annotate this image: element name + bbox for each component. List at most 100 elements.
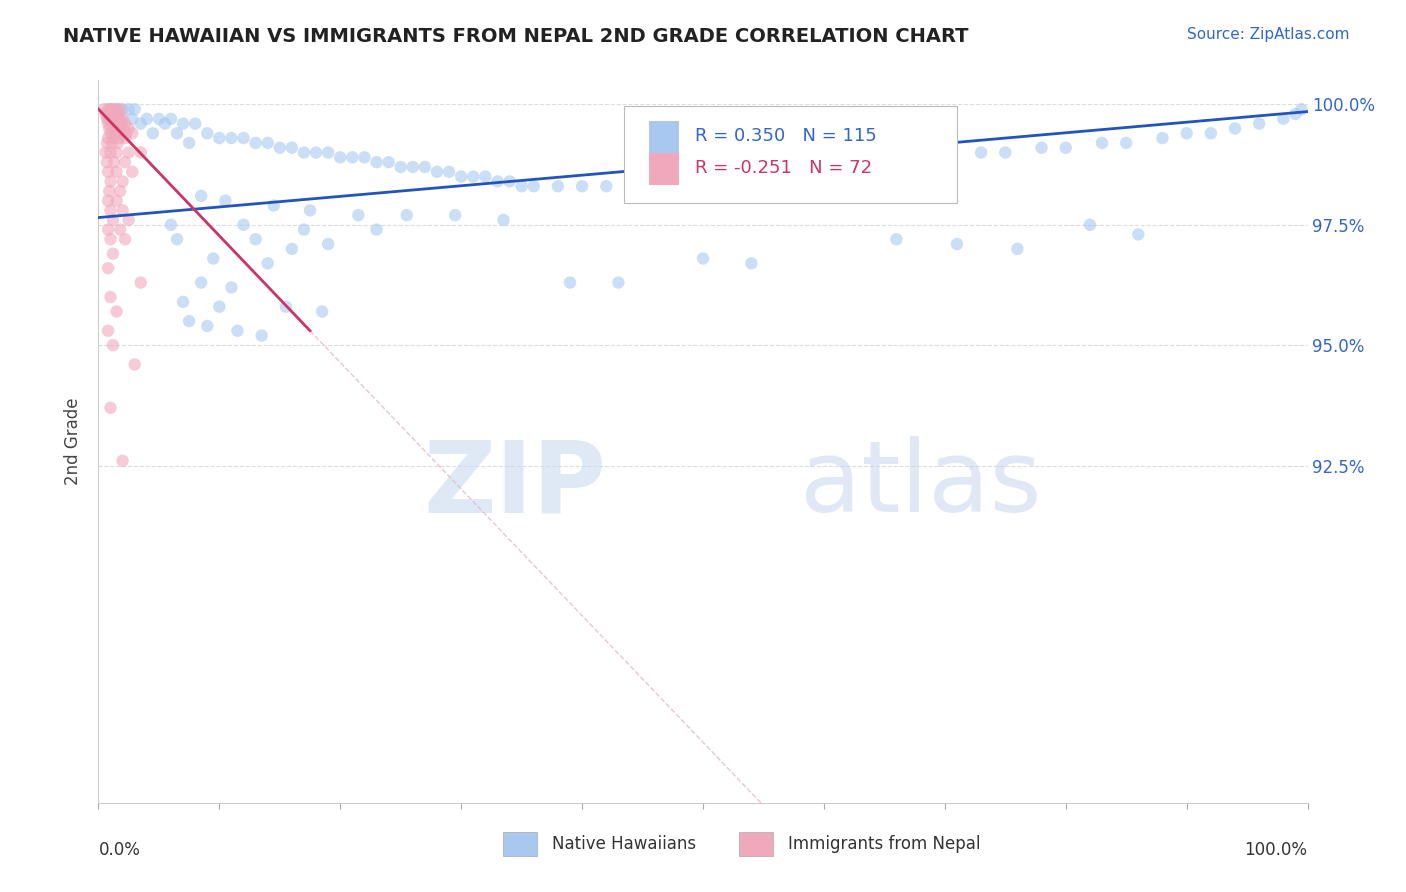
Point bbox=[402, 160, 425, 174]
Point bbox=[245, 136, 267, 150]
Point bbox=[179, 136, 201, 150]
Point bbox=[108, 112, 131, 126]
Point bbox=[619, 174, 641, 188]
Point bbox=[523, 179, 546, 194]
Point bbox=[172, 294, 194, 309]
Point bbox=[107, 121, 129, 136]
Point bbox=[886, 232, 908, 246]
Point bbox=[934, 150, 956, 164]
Point bbox=[558, 276, 581, 290]
Point bbox=[94, 107, 117, 121]
Point bbox=[104, 126, 127, 140]
Point bbox=[316, 145, 339, 160]
Point bbox=[108, 131, 131, 145]
Point bbox=[108, 112, 131, 126]
Point bbox=[263, 198, 285, 212]
Point bbox=[129, 276, 152, 290]
Point bbox=[789, 160, 811, 174]
Point bbox=[121, 112, 143, 126]
Point bbox=[114, 232, 136, 246]
Point bbox=[105, 117, 128, 131]
Point bbox=[214, 194, 236, 208]
Point bbox=[444, 208, 467, 222]
Point bbox=[274, 300, 297, 314]
Point bbox=[118, 213, 141, 227]
Point bbox=[190, 189, 212, 203]
Point bbox=[329, 150, 352, 164]
Point bbox=[100, 126, 122, 140]
Point bbox=[179, 314, 201, 328]
Point bbox=[101, 131, 124, 145]
Point bbox=[103, 112, 125, 126]
Point bbox=[110, 117, 132, 131]
Point bbox=[104, 107, 127, 121]
Point bbox=[97, 102, 120, 116]
Point bbox=[281, 141, 304, 155]
Point bbox=[910, 150, 932, 164]
Point bbox=[94, 145, 117, 160]
Point bbox=[813, 160, 835, 174]
Point bbox=[305, 145, 328, 160]
Point bbox=[100, 102, 122, 116]
Point bbox=[292, 222, 315, 236]
Point bbox=[366, 222, 388, 236]
Text: Immigrants from Nepal: Immigrants from Nepal bbox=[787, 835, 980, 853]
Point bbox=[97, 324, 120, 338]
Point bbox=[232, 131, 254, 145]
Point bbox=[97, 112, 120, 126]
Point bbox=[114, 117, 136, 131]
Point bbox=[269, 141, 291, 155]
FancyBboxPatch shape bbox=[648, 153, 679, 185]
Point bbox=[98, 184, 121, 198]
Point bbox=[413, 160, 436, 174]
Point bbox=[100, 401, 122, 415]
Point bbox=[395, 208, 418, 222]
Point bbox=[202, 252, 225, 266]
Point bbox=[115, 126, 138, 140]
Point bbox=[105, 304, 128, 318]
Point bbox=[342, 150, 364, 164]
Point bbox=[124, 102, 146, 116]
Point bbox=[873, 155, 896, 169]
Point bbox=[160, 112, 183, 126]
Point bbox=[100, 290, 122, 304]
Point bbox=[366, 155, 388, 169]
Point bbox=[111, 112, 134, 126]
Point bbox=[607, 276, 630, 290]
Text: R = 0.350   N = 115: R = 0.350 N = 115 bbox=[695, 127, 876, 145]
Point bbox=[124, 358, 146, 372]
Point bbox=[101, 102, 124, 116]
Point bbox=[668, 169, 690, 184]
Text: Source: ZipAtlas.com: Source: ZipAtlas.com bbox=[1187, 27, 1350, 42]
Point bbox=[101, 338, 124, 352]
Point bbox=[740, 256, 762, 270]
Point bbox=[1128, 227, 1150, 242]
Point bbox=[492, 213, 515, 227]
Point bbox=[221, 131, 243, 145]
Point bbox=[96, 155, 118, 169]
Point bbox=[100, 112, 122, 126]
Point bbox=[108, 102, 131, 116]
Text: R = -0.251   N = 72: R = -0.251 N = 72 bbox=[695, 160, 872, 178]
Point bbox=[450, 169, 472, 184]
Point bbox=[100, 117, 122, 131]
Point bbox=[97, 261, 120, 276]
Text: ZIP: ZIP bbox=[423, 436, 606, 533]
Point bbox=[114, 131, 136, 145]
Point bbox=[166, 126, 188, 140]
Point bbox=[118, 121, 141, 136]
Point bbox=[129, 145, 152, 160]
Point bbox=[129, 117, 152, 131]
Point bbox=[105, 194, 128, 208]
Point bbox=[221, 280, 243, 294]
Point bbox=[1078, 218, 1101, 232]
Point bbox=[474, 169, 496, 184]
Point bbox=[93, 102, 115, 116]
Point bbox=[208, 131, 231, 145]
Point bbox=[97, 222, 120, 236]
Point bbox=[100, 174, 122, 188]
Point bbox=[172, 117, 194, 131]
Point bbox=[426, 165, 449, 179]
Text: 0.0%: 0.0% bbox=[98, 841, 141, 859]
Point bbox=[111, 454, 134, 468]
